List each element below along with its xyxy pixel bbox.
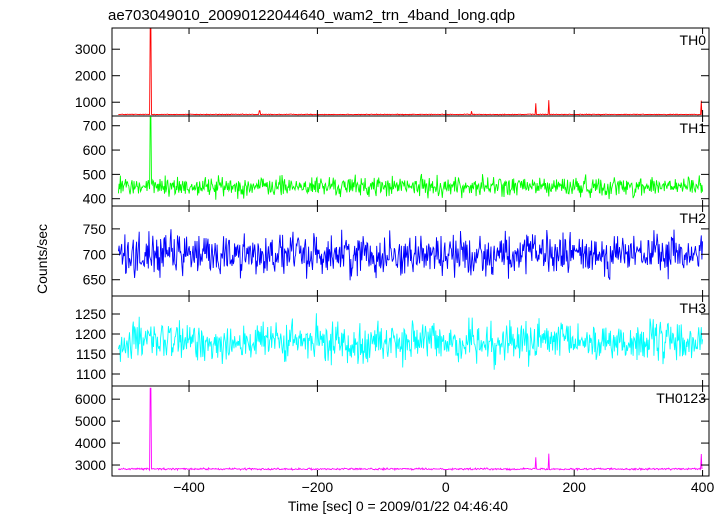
y-tick-label: 1200 xyxy=(75,326,106,342)
panels-group: 1000 2000 3000 TH0 400 500 600 700 TH1 650 700 750 T… xyxy=(75,27,710,477)
x-tick-label: −200 xyxy=(302,479,334,495)
series-label-th0: TH0 xyxy=(680,32,707,48)
x-tick-label: 200 xyxy=(563,479,587,495)
y-tick-label: 1150 xyxy=(76,346,106,362)
series-line-th3 xyxy=(117,313,704,370)
series-line-th0 xyxy=(118,27,703,116)
panel-th1: 400 500 600 700 TH1 xyxy=(83,115,710,207)
x-tick-label: −400 xyxy=(173,479,205,495)
chart-title: ae703049010_20090122044640_wam2_trn_4ban… xyxy=(108,7,515,24)
y-tick-label: 750 xyxy=(83,221,107,237)
x-axis: −400 −200 0 200 400 xyxy=(173,479,714,495)
y-tick-label: 5000 xyxy=(75,413,106,429)
series-line-th2 xyxy=(117,229,704,281)
series-label-th1: TH1 xyxy=(680,120,707,136)
y-tick-label: 700 xyxy=(83,246,107,262)
x-axis-label: Time [sec] 0 = 2009/01/22 04:46:40 xyxy=(288,498,508,514)
y-tick-label: 600 xyxy=(83,142,107,158)
panel-th3: 1100 1150 1200 1250 TH3 xyxy=(75,295,710,387)
series-label-th3: TH3 xyxy=(680,300,707,316)
panel-th0123: 3000 4000 5000 6000 TH0123 xyxy=(75,385,710,477)
panel-th2: 650 700 750 TH2 xyxy=(83,205,710,297)
y-tick-label: 3000 xyxy=(75,457,106,473)
y-tick-label: 6000 xyxy=(75,391,106,407)
panel-th0: 1000 2000 3000 TH0 xyxy=(75,27,710,117)
y-tick-label: 4000 xyxy=(75,435,106,451)
panel-frame xyxy=(111,115,710,207)
x-tick-label: 400 xyxy=(691,479,715,495)
panel-frame xyxy=(111,385,710,477)
series-label-th0123: TH0123 xyxy=(656,390,706,406)
series-line-th1 xyxy=(117,116,704,200)
y-tick-label: 400 xyxy=(83,191,107,207)
y-tick-label: 500 xyxy=(83,166,107,182)
y-tick-label: 1000 xyxy=(75,94,106,110)
y-tick-label: 3000 xyxy=(75,41,106,57)
y-axis-label: Counts/sec xyxy=(34,224,50,294)
y-tick-label: 1250 xyxy=(75,306,106,322)
series-label-th2: TH2 xyxy=(680,210,707,226)
y-tick-label: 700 xyxy=(83,118,107,134)
series-line-th0123 xyxy=(118,387,703,472)
y-tick-label: 1100 xyxy=(76,366,106,382)
y-tick-label: 650 xyxy=(83,272,107,288)
x-tick-label: 0 xyxy=(442,479,450,495)
y-tick-label: 2000 xyxy=(75,68,106,84)
panel-frame xyxy=(111,27,710,117)
